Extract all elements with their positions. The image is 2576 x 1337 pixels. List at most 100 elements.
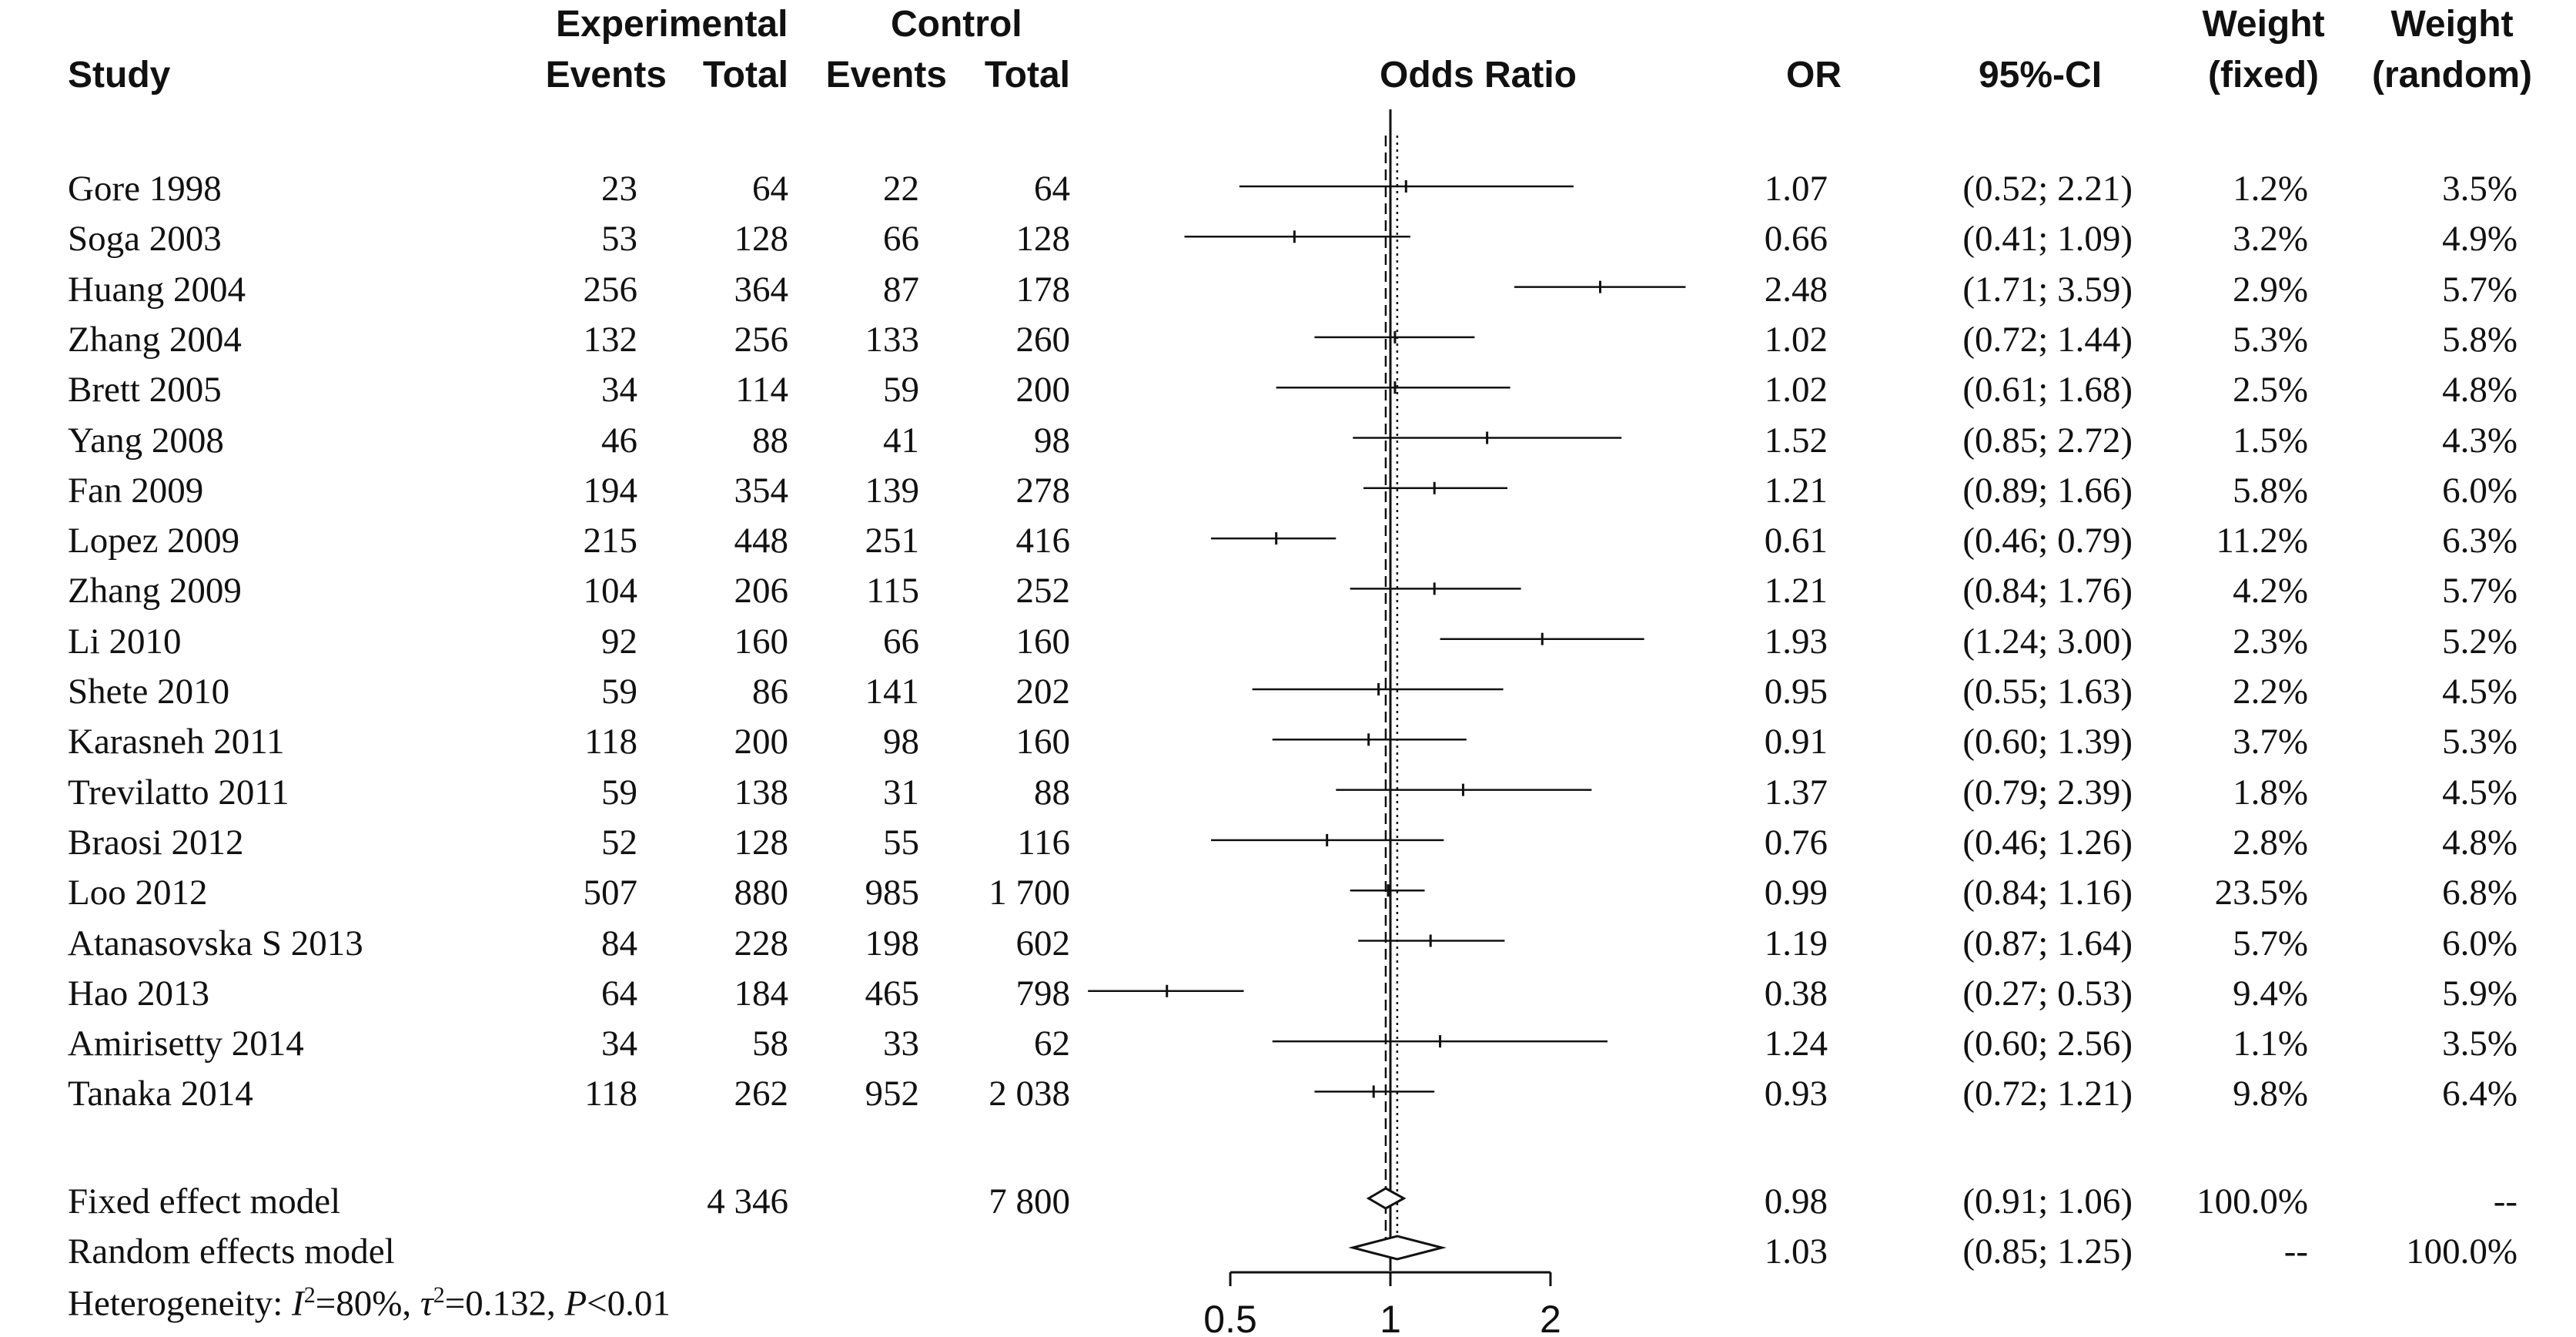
or-value: 0.99: [1764, 873, 1828, 913]
ci-value: (0.91; 1.06): [1962, 1181, 2133, 1221]
weight-random: 100.0%: [2406, 1231, 2517, 1272]
ctrl-total: 160: [1015, 622, 1071, 662]
heterogeneity-text: Heterogeneity: I2=80%, τ2=0.132, P<0.01: [68, 1282, 671, 1324]
weight-fixed: 4.2%: [2233, 571, 2308, 611]
weight-random: 4.8%: [2442, 823, 2517, 863]
exp-total: 114: [735, 370, 788, 410]
ci-value: (0.85; 1.25): [1962, 1231, 2133, 1272]
x-tick-label: 2: [1540, 1298, 1561, 1337]
weight-random: 5.2%: [2442, 622, 2517, 662]
weight-random: 5.9%: [2442, 973, 2517, 1014]
header-ctrl-events: Events: [825, 55, 947, 96]
ctrl-events: 66: [883, 622, 919, 662]
study-name: Brett 2005: [68, 370, 222, 410]
study-name: Braosi 2012: [68, 823, 244, 863]
weight-random: 4.8%: [2442, 370, 2517, 410]
or-value: 1.93: [1764, 622, 1828, 662]
weight-random: --: [2493, 1181, 2517, 1221]
study-name: Amirisetty 2014: [68, 1024, 304, 1064]
weight-random: 5.3%: [2442, 722, 2517, 762]
study-name: Shete 2010: [68, 672, 230, 712]
header-control: Control: [891, 4, 1022, 45]
weight-random: 6.0%: [2442, 923, 2517, 963]
ci-value: (0.46; 0.79): [1962, 521, 2133, 561]
header-or: OR: [1786, 55, 1842, 96]
study-name: Li 2010: [68, 622, 182, 662]
or-value: 1.37: [1764, 772, 1828, 813]
weight-random: 4.3%: [2442, 421, 2517, 461]
weight-random: 3.5%: [2442, 1024, 2517, 1064]
ctrl-total: 202: [1015, 672, 1071, 712]
weight-random: 3.5%: [2442, 169, 2517, 209]
ctrl-events: 31: [883, 772, 919, 813]
weight-fixed: 2.2%: [2233, 672, 2308, 712]
or-value: 1.52: [1764, 421, 1828, 461]
study-name: Tanaka 2014: [68, 1074, 253, 1114]
ci-value: (1.71; 3.59): [1962, 270, 2133, 310]
or-value: 0.93: [1764, 1074, 1828, 1114]
ctrl-total: 62: [1034, 1024, 1070, 1064]
header-weight-random: Weight: [2390, 4, 2514, 45]
or-value: 0.66: [1764, 219, 1828, 259]
weight-fixed: 2.3%: [2233, 622, 2308, 662]
weight-random: 5.7%: [2442, 270, 2517, 310]
exp-events: 46: [601, 421, 637, 461]
weight-fixed: 23.5%: [2214, 873, 2308, 913]
ctrl-events: 141: [865, 672, 920, 712]
ctrl-events: 66: [883, 219, 919, 259]
exp-events: 59: [601, 672, 637, 712]
weight-random: 5.8%: [2442, 320, 2517, 360]
exp-events: 34: [601, 1024, 637, 1064]
weight-fixed: --: [2283, 1231, 2308, 1272]
ctrl-total: 798: [1015, 973, 1071, 1014]
ctrl-events: 33: [883, 1024, 919, 1064]
exp-total: 354: [734, 471, 789, 511]
weight-fixed: 9.8%: [2233, 1074, 2308, 1114]
weight-fixed: 2.8%: [2233, 823, 2308, 863]
weight-random: 6.0%: [2442, 471, 2517, 511]
ctrl-events: 133: [865, 320, 920, 360]
ci-value: (0.89; 1.66): [1962, 471, 2133, 511]
or-value: 1.21: [1764, 471, 1828, 511]
or-value: 0.91: [1764, 722, 1828, 762]
exp-total: 206: [734, 571, 789, 611]
ctrl-events: 198: [865, 923, 920, 963]
weight-random: 4.9%: [2442, 219, 2517, 259]
exp-events: 194: [583, 471, 638, 511]
header-exp-events: Events: [545, 55, 667, 96]
exp-events: 53: [601, 219, 637, 259]
ci-value: (0.84; 1.76): [1962, 571, 2133, 611]
ctrl-total: 2 038: [989, 1074, 1070, 1114]
exp-events: 118: [584, 722, 637, 762]
weight-random: 6.4%: [2442, 1074, 2517, 1114]
ctrl-events: 55: [883, 823, 919, 863]
header-study: Study: [68, 55, 171, 96]
ctrl-total: 7 800: [989, 1181, 1070, 1221]
ci-value: (0.61; 1.68): [1962, 370, 2133, 410]
ci-value: (1.24; 3.00): [1962, 622, 2133, 662]
exp-total: 256: [734, 320, 789, 360]
or-value: 1.21: [1764, 571, 1828, 611]
exp-total: 88: [752, 421, 788, 461]
ctrl-events: 139: [865, 471, 920, 511]
weight-fixed: 2.9%: [2233, 270, 2308, 310]
weight-fixed: 3.7%: [2233, 722, 2308, 762]
ctrl-events: 59: [883, 370, 919, 410]
header-ctrl-total: Total: [984, 55, 1070, 96]
exp-total: 64: [752, 169, 788, 209]
exp-events: 23: [601, 169, 637, 209]
ci-value: (0.55; 1.63): [1962, 672, 2133, 712]
study-name: Fan 2009: [68, 471, 204, 511]
ctrl-total: 416: [1015, 521, 1071, 561]
x-tick-label: 1: [1380, 1298, 1401, 1337]
exp-total: 228: [734, 923, 789, 963]
exp-events: 34: [601, 370, 637, 410]
exp-total: 160: [734, 622, 789, 662]
ctrl-events: 98: [883, 722, 919, 762]
or-value: 2.48: [1764, 270, 1828, 310]
exp-events: 256: [583, 270, 638, 310]
study-name: Random effects model: [68, 1231, 395, 1272]
ctrl-events: 952: [865, 1074, 920, 1114]
exp-events: 84: [601, 923, 637, 963]
